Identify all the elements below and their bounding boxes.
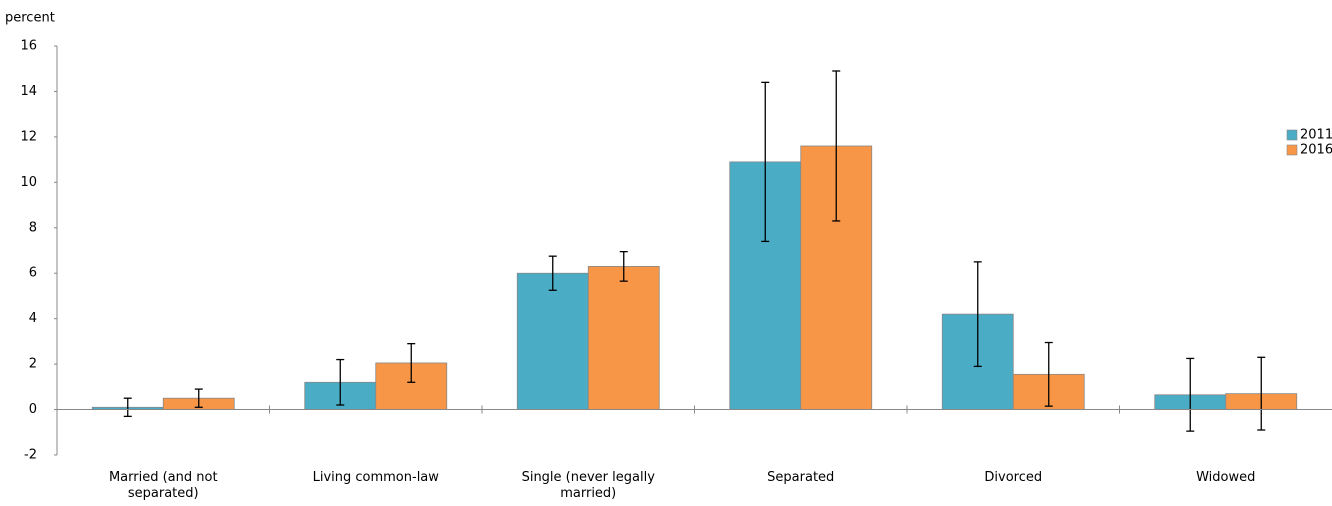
error-bar bbox=[619, 250, 628, 282]
error-bar bbox=[407, 343, 416, 383]
y-tick-label: 0 bbox=[29, 402, 37, 417]
x-tick-label: Single (never legally married) bbox=[521, 470, 655, 501]
x-tick-label: Separated bbox=[767, 470, 835, 485]
error-bar bbox=[832, 70, 841, 222]
x-tick-label: Living common-law bbox=[312, 470, 439, 485]
y-axis-label: percent bbox=[5, 11, 55, 26]
error-bar bbox=[336, 358, 345, 406]
x-tick-label: Married (and not separated) bbox=[108, 470, 218, 501]
bar bbox=[516, 272, 589, 410]
y-tick-label: 12 bbox=[20, 129, 37, 144]
error-bar bbox=[1044, 341, 1053, 407]
y-tick-label: 6 bbox=[29, 266, 37, 281]
legend-label: 2016 bbox=[1300, 143, 1332, 158]
error-bar bbox=[973, 261, 982, 368]
error-bar bbox=[1186, 357, 1195, 432]
y-tick-label: 16 bbox=[20, 39, 37, 54]
error-bar bbox=[761, 81, 770, 243]
y-tick-label: 14 bbox=[20, 84, 37, 99]
error-bar bbox=[548, 255, 557, 291]
y-tick-label: 2 bbox=[29, 357, 37, 372]
legend-label: 2011 bbox=[1300, 128, 1332, 143]
error-bar bbox=[1257, 356, 1266, 431]
legend-swatch bbox=[1286, 144, 1298, 156]
bar bbox=[587, 266, 660, 410]
error-bar bbox=[194, 388, 203, 408]
y-tick-label: 4 bbox=[29, 311, 37, 326]
y-tick-label: 10 bbox=[20, 175, 37, 190]
y-tick-label: -2 bbox=[24, 448, 37, 463]
x-tick-label: Widowed bbox=[1196, 470, 1256, 485]
y-tick-label: 8 bbox=[29, 220, 37, 235]
legend-swatch bbox=[1286, 129, 1298, 141]
x-tick-label: Divorced bbox=[984, 470, 1043, 485]
error-bar bbox=[123, 397, 132, 418]
